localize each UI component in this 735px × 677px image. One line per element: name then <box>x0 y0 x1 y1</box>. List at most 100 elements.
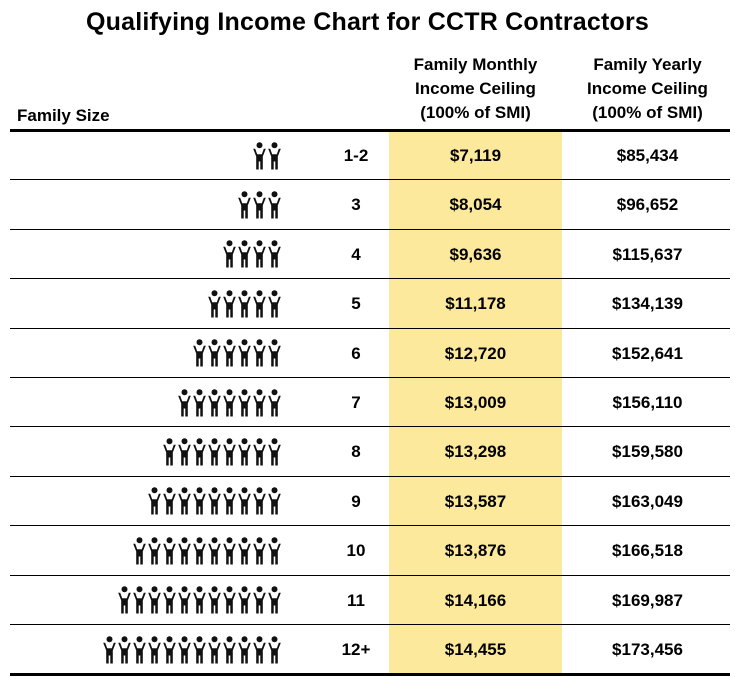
person-arms-raised-icon <box>208 487 221 515</box>
row-divider <box>10 179 730 180</box>
person-arms-raised-icon <box>268 536 281 565</box>
yearly-ceiling-value: $166,518 <box>612 541 683 561</box>
person-arms-raised-icon <box>268 635 281 663</box>
chart-title: Qualifying Income Chart for CCTR Contrac… <box>85 8 649 36</box>
person-arms-raised-icon <box>208 388 221 416</box>
yearly-ceiling-value: $96,652 <box>616 195 679 215</box>
person-arms-raised-icon <box>193 438 206 466</box>
person-arms-raised-icon <box>208 289 221 318</box>
table-row: 10 $13,876 $166,518 <box>0 526 735 575</box>
monthly-ceiling-value: $8,054 <box>449 195 502 215</box>
person-arms-raised-icon <box>208 586 221 614</box>
person-arms-raised-icon <box>223 487 236 515</box>
person-arms-raised-icon <box>193 536 206 565</box>
yearly-ceiling-value: $156,110 <box>612 393 683 412</box>
person-arms-raised-icon <box>238 586 251 614</box>
yearly-header-line-1: Family Yearly <box>593 55 702 74</box>
person-arms-raised-icon <box>268 586 281 614</box>
person-arms-raised-icon <box>163 536 176 565</box>
person-arms-raised-icon <box>253 240 266 268</box>
person-arms-raised-icon <box>163 586 176 614</box>
person-arms-raised-icon <box>103 635 116 663</box>
family-size-value: 12+ <box>341 640 371 659</box>
row-divider <box>10 229 730 230</box>
person-arms-raised-icon <box>268 388 281 416</box>
person-arms-raised-icon <box>253 635 266 663</box>
monthly-ceiling-value: $14,455 <box>444 640 507 659</box>
person-arms-raised-icon <box>253 586 266 614</box>
yearly-ceiling-value: $115,637 <box>612 244 683 264</box>
person-arms-raised-icon <box>133 536 146 565</box>
person-arms-raised-icon <box>208 536 221 565</box>
row-divider <box>10 476 730 477</box>
yearly-ceiling-value: $152,641 <box>612 343 683 363</box>
table-top-rule <box>10 129 730 132</box>
family-size-value: 4 <box>351 244 361 264</box>
row-divider <box>10 525 730 526</box>
monthly-ceiling-value: $13,876 <box>444 541 507 561</box>
monthly-ceiling-value: $11,178 <box>445 294 506 314</box>
family-size-pictogram <box>252 131 282 180</box>
table-row: 3 $8,054 $96,652 <box>0 180 735 229</box>
person-arms-raised-icon <box>178 388 191 416</box>
person-arms-raised-icon <box>208 438 221 466</box>
person-arms-raised-icon <box>178 586 191 614</box>
person-arms-raised-icon <box>268 240 281 268</box>
monthly-ceiling-value: $13,009 <box>444 393 507 412</box>
table-row: 7 $13,009 $156,110 <box>0 378 735 427</box>
person-arms-raised-icon <box>118 635 131 663</box>
family-size-pictogram <box>162 427 282 476</box>
family-size-value: 10 <box>346 541 366 561</box>
family-size-value: 11 <box>347 590 365 610</box>
yearly-ceiling-value: $173,456 <box>612 640 683 659</box>
person-arms-raised-icon <box>223 635 236 663</box>
monthly-ceiling-value: $9,636 <box>449 244 502 264</box>
person-arms-raised-icon <box>163 487 176 515</box>
monthly-ceiling-value: $14,166 <box>444 590 507 610</box>
family-size-pictogram <box>237 180 282 229</box>
family-size-value: 5 <box>351 294 361 314</box>
person-arms-raised-icon <box>193 635 206 663</box>
yearly-ceiling-header: Family Yearly Income Ceiling (100% of SM… <box>565 53 730 125</box>
yearly-header-line-2: Income Ceiling <box>587 79 708 98</box>
person-arms-raised-icon <box>268 191 281 219</box>
person-arms-raised-icon <box>268 339 281 367</box>
person-arms-raised-icon <box>253 339 266 367</box>
row-divider <box>10 426 730 427</box>
person-arms-raised-icon <box>253 487 266 515</box>
person-arms-raised-icon <box>268 487 281 515</box>
person-arms-raised-icon <box>223 586 236 614</box>
person-arms-raised-icon <box>148 635 161 663</box>
person-arms-raised-icon <box>268 141 281 169</box>
person-arms-raised-icon <box>148 487 161 515</box>
person-arms-raised-icon <box>193 487 206 515</box>
monthly-ceiling-value: $12,720 <box>444 343 507 363</box>
person-arms-raised-icon <box>253 141 266 169</box>
person-arms-raised-icon <box>238 339 251 367</box>
monthly-column-highlight <box>389 131 562 674</box>
person-arms-raised-icon <box>223 388 236 416</box>
person-arms-raised-icon <box>133 586 146 614</box>
table-row: 11 $14,166 $169,987 <box>0 576 735 625</box>
table-row: 12+ $14,455 $173,456 <box>0 625 735 674</box>
person-arms-raised-icon <box>223 438 236 466</box>
monthly-header-line-2: Income Ceiling <box>415 79 536 98</box>
row-divider <box>10 328 730 329</box>
table-row: 6 $12,720 $152,641 <box>0 329 735 378</box>
person-arms-raised-icon <box>253 289 266 318</box>
person-arms-raised-icon <box>253 388 266 416</box>
yearly-ceiling-value: $85,434 <box>616 146 679 165</box>
person-arms-raised-icon <box>223 339 236 367</box>
monthly-ceiling-header: Family Monthly Income Ceiling (100% of S… <box>389 53 562 125</box>
person-arms-raised-icon <box>223 240 236 268</box>
person-arms-raised-icon <box>133 635 146 663</box>
person-arms-raised-icon <box>238 438 251 466</box>
family-size-pictogram <box>192 329 282 378</box>
family-size-value: 7 <box>351 393 361 412</box>
person-arms-raised-icon <box>238 289 251 318</box>
person-arms-raised-icon <box>163 438 176 466</box>
row-divider <box>10 377 730 378</box>
person-arms-raised-icon <box>208 339 221 367</box>
row-divider <box>10 278 730 279</box>
person-arms-raised-icon <box>118 586 131 614</box>
